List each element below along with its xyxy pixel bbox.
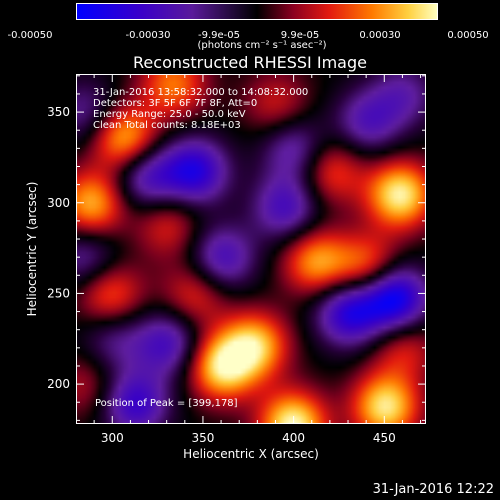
colorbar-tick-label: -0.00050 <box>7 30 53 41</box>
timestamp: 31-Jan-2016 12:22 <box>372 482 494 497</box>
colorbar <box>76 3 438 20</box>
heatmap-image <box>77 75 425 423</box>
peak-position-label: Position of Peak = [399,178] <box>95 398 238 409</box>
annotation-total-counts: Clean Total counts: 8.18E+03 <box>93 120 241 131</box>
colorbar-tick-label: -9.9e-05 <box>198 30 240 41</box>
plot-area: 31-Jan-2016 13:58:32.000 to 14:08:32.000… <box>76 74 426 424</box>
colorbar-tick-label: 9.9e-05 <box>280 30 320 41</box>
chart-title: Reconstructed RHESSI Image <box>133 53 367 72</box>
annotation-energy-range: Energy Range: 25.0 - 50.0 keV <box>93 109 246 120</box>
x-tick-label: 450 <box>373 431 396 445</box>
y-tick-label: 200 <box>47 377 70 391</box>
colorbar-tick-label: 0.00050 <box>447 30 489 41</box>
x-tick-label: 350 <box>191 431 214 445</box>
y-tick-label: 250 <box>47 286 70 300</box>
y-axis-label: Heliocentric Y (arcsec) <box>25 181 39 317</box>
colorbar-unit-label: (photons cm⁻² s⁻¹ asec⁻²) <box>197 40 327 51</box>
y-tick-label: 350 <box>47 105 70 119</box>
colorbar-tick-label: -0.00030 <box>125 30 171 41</box>
x-tick-label: 400 <box>282 431 305 445</box>
x-axis-label: Heliocentric X (arcsec) <box>183 447 319 461</box>
colorbar-tick-label: 0.00030 <box>359 30 401 41</box>
y-tick-label: 300 <box>47 196 70 210</box>
annotation-detectors: Detectors: 3F 5F 6F 7F 8F, Att=0 <box>93 98 258 109</box>
x-tick-label: 300 <box>101 431 124 445</box>
annotation-time-range: 31-Jan-2016 13:58:32.000 to 14:08:32.000 <box>93 87 309 98</box>
